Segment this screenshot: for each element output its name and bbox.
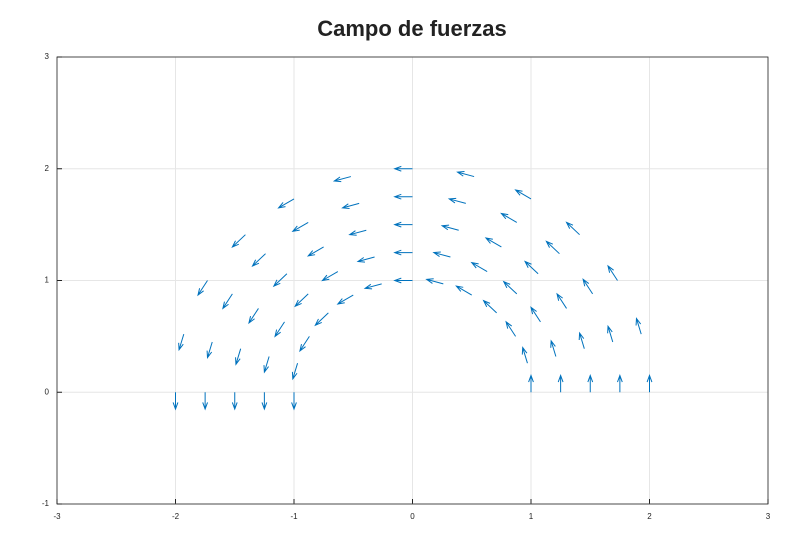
- y-tick-label: 1: [45, 276, 50, 285]
- arrow: [235, 348, 242, 366]
- arrow: [528, 374, 534, 393]
- arrow: [172, 392, 179, 411]
- arrow: [222, 293, 233, 310]
- x-tick-label: 3: [766, 512, 771, 521]
- arrow: [470, 261, 488, 272]
- arrow: [447, 197, 466, 204]
- x-tick-label: -3: [53, 512, 61, 521]
- arrow: [607, 324, 614, 343]
- arrow: [557, 374, 564, 393]
- arrow: [502, 280, 518, 295]
- arrow: [587, 374, 594, 393]
- arrow: [565, 221, 580, 236]
- arrow: [348, 229, 367, 236]
- arrow: [545, 240, 560, 255]
- arrow: [306, 246, 324, 257]
- x-tick-label: 2: [647, 512, 652, 521]
- arrow: [314, 312, 329, 327]
- arrow: [482, 299, 497, 314]
- arrow: [202, 392, 208, 411]
- arrow: [197, 280, 208, 297]
- arrow: [274, 321, 285, 338]
- arrow: [578, 331, 585, 349]
- arrow: [321, 271, 339, 282]
- arrow: [393, 165, 413, 172]
- x-tick-label: -1: [290, 512, 298, 521]
- arrow: [617, 374, 623, 393]
- arrow: [294, 293, 309, 308]
- y-tick-label: -1: [42, 499, 50, 508]
- arrow: [231, 392, 238, 411]
- arrow: [291, 392, 297, 411]
- arrow: [500, 212, 518, 223]
- arrow: [336, 294, 354, 305]
- arrow: [251, 253, 266, 267]
- arrow: [635, 317, 642, 335]
- arrow: [425, 278, 444, 285]
- arrow: [393, 221, 413, 228]
- arrow: [556, 292, 567, 309]
- arrow: [277, 198, 295, 209]
- arrow: [484, 237, 502, 248]
- arrow: [524, 260, 539, 275]
- arrow: [514, 189, 532, 200]
- arrow: [550, 339, 557, 357]
- arrow: [607, 264, 618, 281]
- arrow: [263, 356, 270, 374]
- axes-box: [56, 56, 769, 505]
- arrow: [456, 170, 475, 178]
- y-tick-label: 0: [45, 387, 50, 396]
- arrow: [261, 392, 268, 411]
- arrow: [341, 202, 360, 209]
- arrow: [356, 256, 375, 263]
- arrow: [393, 193, 413, 200]
- arrow: [291, 221, 309, 233]
- x-tick-label: -2: [172, 512, 180, 521]
- x-tick-label: 0: [410, 512, 415, 521]
- arrow: [206, 341, 213, 360]
- arrow: [393, 277, 413, 284]
- arrow: [291, 363, 299, 381]
- arrow: [332, 176, 352, 183]
- arrow: [178, 333, 185, 352]
- arrow: [440, 224, 459, 231]
- arrow: [231, 234, 246, 248]
- x-tick-label: 1: [529, 512, 534, 521]
- y-tick-label: 3: [45, 52, 50, 61]
- arrow: [530, 306, 541, 323]
- y-tick-label: 2: [45, 164, 50, 173]
- arrow: [505, 320, 517, 337]
- arrow: [363, 283, 382, 290]
- arrow: [299, 336, 310, 353]
- arrow: [393, 249, 413, 256]
- arrow: [455, 285, 473, 296]
- arrow: [582, 278, 594, 295]
- arrow: [521, 346, 528, 364]
- arrow: [248, 308, 259, 325]
- arrow: [272, 273, 288, 288]
- arrow: [646, 374, 653, 393]
- arrow: [432, 251, 451, 258]
- chart-title: Campo de fuerzas: [317, 16, 507, 41]
